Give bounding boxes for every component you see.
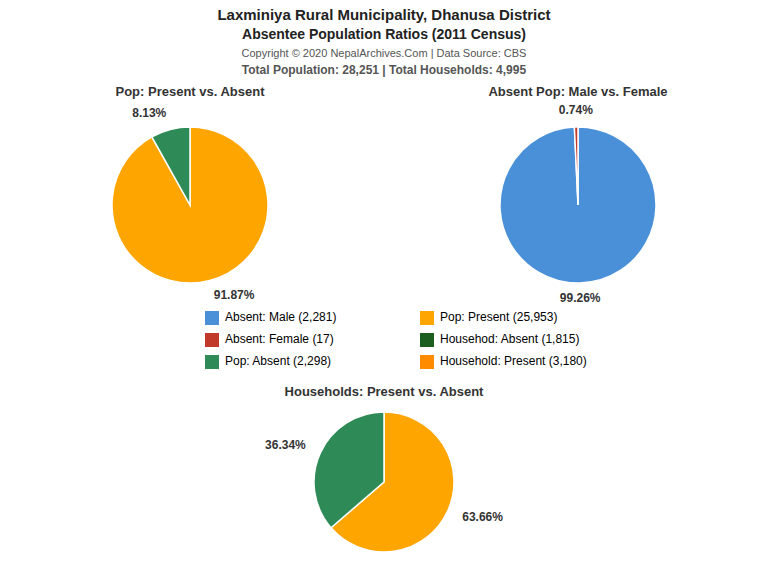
legend-swatch [205, 311, 219, 325]
legend-item: Absent: Male (2,281) [205, 310, 336, 325]
data-label: 99.26% [560, 291, 601, 305]
data-labels: 91.87% 8.13% [132, 106, 255, 302]
slices [500, 127, 656, 283]
legend-swatch [420, 311, 434, 325]
legend-label: Absent: Male (2,281) [225, 310, 336, 324]
data-label: 8.13% [132, 106, 166, 120]
title: Laxminiya Rural Municipality, Dhanusa Di… [217, 6, 550, 23]
legend-swatch [205, 333, 219, 347]
chart: Laxminiya Rural Municipality, Dhanusa Di… [0, 0, 768, 576]
data-label: 91.87% [214, 288, 255, 302]
data-labels: 99.26% 0.74% [559, 103, 601, 305]
legend-item: Pop: Present (25,953) [420, 310, 557, 325]
pie-slice [574, 127, 578, 205]
annotation: Total Population: 28,251 | Total Househo… [242, 63, 527, 77]
pie-chart: Absent Pop: Male vs. Female 99.26% 0.74% [488, 84, 667, 305]
legend-swatch [420, 355, 434, 369]
background [0, 0, 768, 576]
pie-slice [152, 127, 190, 205]
legend-item: Household: Present (3,180) [420, 354, 587, 369]
pie-slice [112, 127, 268, 283]
slices [112, 127, 268, 283]
annotation: Copyright © 2020 NepalArchives.Com | Dat… [242, 47, 527, 59]
legend-label: Absent: Female (17) [225, 332, 334, 346]
slices [314, 412, 454, 552]
legend-item: Househod: Absent (1,815) [420, 332, 579, 347]
header: Laxminiya Rural Municipality, Dhanusa Di… [217, 6, 550, 77]
legend-label: Househod: Absent (1,815) [440, 332, 579, 346]
pie-title: Households: Present vs. Absent [285, 384, 485, 399]
data-label: 36.34% [265, 438, 306, 452]
pie-chart: Households: Present vs. Absent 63.66% 36.3… [265, 384, 503, 552]
data-label: 0.74% [559, 103, 593, 117]
pie-title: Pop: Present vs. Absent [115, 84, 265, 99]
legend-item: Absent: Female (17) [205, 332, 334, 347]
pie-title: Absent Pop: Male vs. Female [488, 84, 667, 99]
chart-container: Laxminiya Rural Municipality, Dhanusa Di… [0, 0, 768, 576]
legend-label: Pop: Absent (2,298) [225, 354, 331, 368]
legend: Absent: Male (2,281) Absent: Female (17) P… [205, 310, 587, 369]
legend-swatch [420, 333, 434, 347]
pie-slice [314, 412, 384, 528]
legend-label: Household: Present (3,180) [440, 354, 587, 368]
data-labels: 63.66% 36.34% [265, 438, 503, 524]
pie-slice [500, 127, 656, 283]
legend-item: Pop: Absent (2,298) [205, 354, 331, 369]
subtitle: Absentee Population Ratios (2011 Census) [242, 26, 526, 42]
legend-swatch [205, 355, 219, 369]
legend-label: Pop: Present (25,953) [440, 310, 557, 324]
pie-chart: Pop: Present vs. Absent 91.87% 8.13% [112, 84, 268, 302]
data-label: 63.66% [462, 510, 503, 524]
